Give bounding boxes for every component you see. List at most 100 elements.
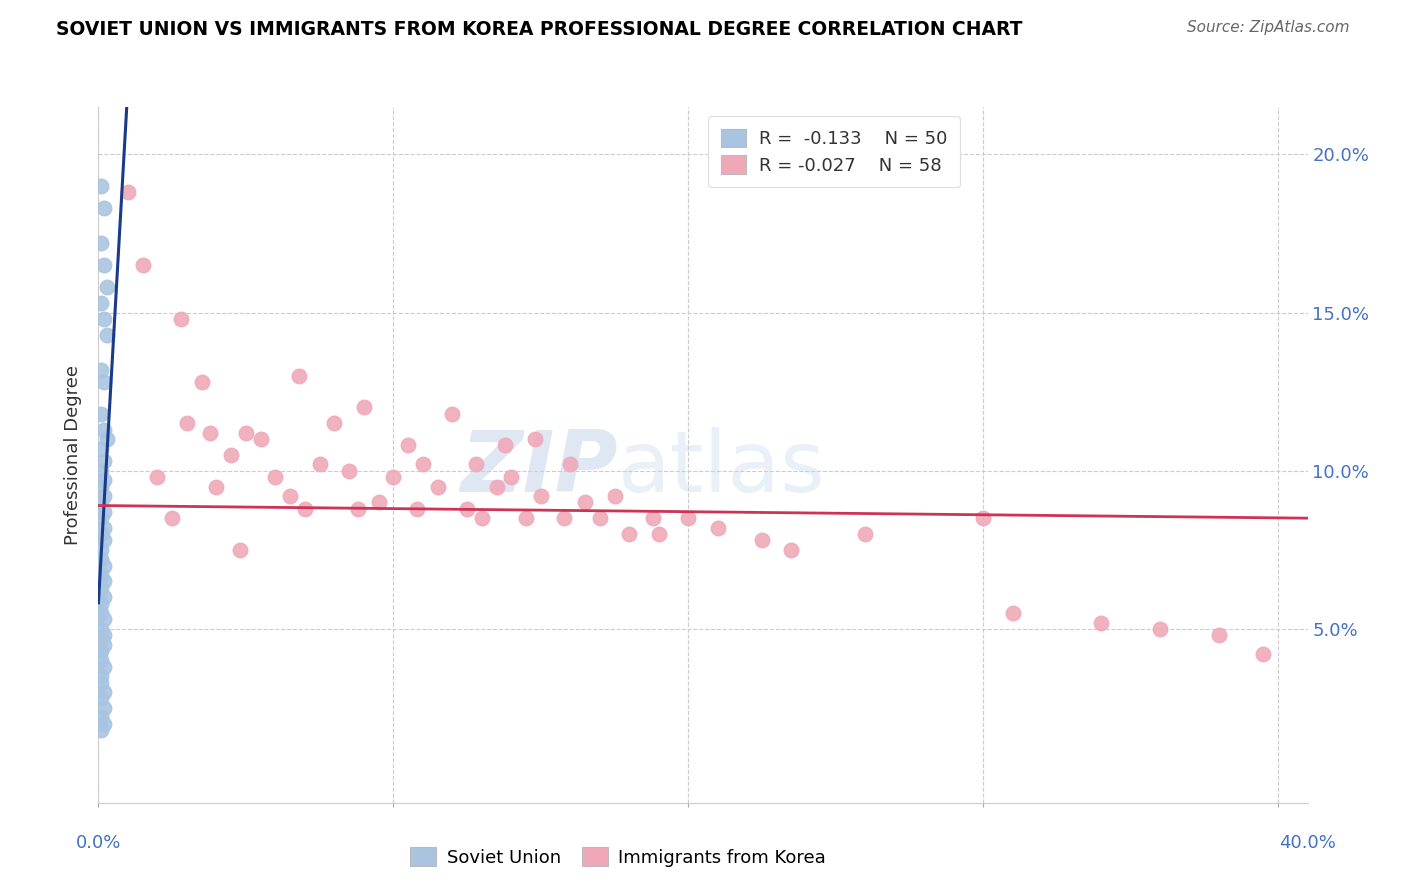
Point	[406, 501, 429, 516]
Point	[1090, 615, 1112, 630]
Text: atlas: atlas	[619, 427, 827, 510]
Point	[589, 511, 612, 525]
Text: SOVIET UNION VS IMMIGRANTS FROM KOREA PROFESSIONAL DEGREE CORRELATION CHART: SOVIET UNION VS IMMIGRANTS FROM KOREA PR…	[56, 20, 1022, 38]
Point	[219, 448, 242, 462]
Point	[90, 710, 112, 724]
Text: 40.0%: 40.0%	[1279, 834, 1336, 852]
Point	[93, 505, 115, 519]
Point	[117, 186, 139, 200]
Text: 0.0%: 0.0%	[76, 834, 121, 852]
Y-axis label: Professional Degree: Professional Degree	[65, 365, 83, 545]
Point	[706, 521, 728, 535]
Point	[205, 479, 228, 493]
Point	[93, 628, 115, 642]
Point	[308, 458, 330, 472]
Point	[96, 327, 118, 342]
Point	[160, 511, 183, 525]
Point	[1385, 653, 1406, 667]
Point	[641, 511, 664, 525]
Point	[93, 685, 115, 699]
Text: Source: ZipAtlas.com: Source: ZipAtlas.com	[1187, 20, 1350, 35]
Point	[1208, 628, 1230, 642]
Point	[200, 425, 222, 440]
Point	[93, 612, 115, 626]
Point	[603, 489, 626, 503]
Point	[93, 258, 115, 272]
Point	[780, 542, 803, 557]
Point	[751, 533, 773, 548]
Point	[90, 179, 112, 194]
Point	[1253, 647, 1275, 661]
Point	[90, 464, 112, 478]
Point	[90, 669, 112, 683]
Point	[619, 527, 641, 541]
Point	[93, 638, 115, 652]
Point	[96, 432, 118, 446]
Point	[337, 464, 360, 478]
Point	[93, 473, 115, 487]
Point	[229, 542, 252, 557]
Point	[288, 368, 311, 383]
Point	[93, 533, 115, 548]
Point	[560, 458, 582, 472]
Point	[347, 501, 370, 516]
Point	[441, 407, 464, 421]
Point	[93, 716, 115, 731]
Point	[90, 511, 112, 525]
Point	[93, 660, 115, 674]
Point	[90, 723, 112, 737]
Point	[456, 501, 478, 516]
Point	[96, 280, 118, 294]
Point	[90, 235, 112, 250]
Point	[93, 201, 115, 215]
Point	[90, 691, 112, 706]
Point	[90, 622, 112, 636]
Point	[396, 438, 419, 452]
Point	[574, 495, 596, 509]
Point	[146, 470, 169, 484]
Point	[412, 458, 434, 472]
Point	[264, 470, 287, 484]
Point	[90, 542, 112, 557]
Point	[90, 568, 112, 582]
Text: ZIP: ZIP	[461, 427, 619, 510]
Point	[353, 401, 375, 415]
Point	[90, 632, 112, 646]
Point	[90, 495, 112, 509]
Point	[93, 375, 115, 389]
Point	[93, 701, 115, 715]
Point	[90, 581, 112, 595]
Point	[523, 432, 546, 446]
Point	[90, 597, 112, 611]
Point	[530, 489, 553, 503]
Point	[853, 527, 876, 541]
Point	[93, 558, 115, 573]
Point	[485, 479, 508, 493]
Legend: Soviet Union, Immigrants from Korea: Soviet Union, Immigrants from Korea	[404, 840, 834, 874]
Point	[90, 527, 112, 541]
Point	[553, 511, 575, 525]
Point	[176, 417, 198, 431]
Point	[972, 511, 994, 525]
Point	[93, 574, 115, 589]
Point	[494, 438, 516, 452]
Point	[367, 495, 389, 509]
Point	[235, 425, 257, 440]
Point	[90, 653, 112, 667]
Point	[90, 479, 112, 493]
Point	[90, 407, 112, 421]
Point	[90, 296, 112, 310]
Point	[190, 375, 212, 389]
Point	[93, 454, 115, 468]
Point	[294, 501, 316, 516]
Point	[93, 423, 115, 437]
Point	[90, 362, 112, 376]
Point	[93, 591, 115, 605]
Point	[170, 312, 193, 326]
Point	[1149, 622, 1171, 636]
Point	[382, 470, 405, 484]
Point	[1001, 606, 1024, 620]
Point	[90, 644, 112, 658]
Point	[131, 258, 153, 272]
Point	[90, 552, 112, 566]
